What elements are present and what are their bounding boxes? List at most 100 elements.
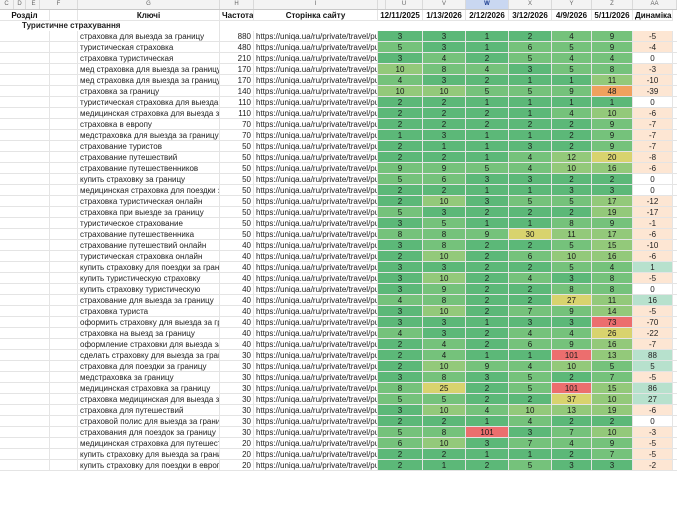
cell-dynamics[interactable]: -7 [633, 130, 673, 141]
cell-rank-3[interactable]: 3 [466, 196, 509, 207]
cell-dynamics[interactable]: -6 [633, 108, 673, 119]
cell-rank-5[interactable]: 9 [552, 86, 592, 97]
cell-rank-2[interactable]: 9 [423, 163, 466, 174]
column-letter-g[interactable]: G [78, 0, 220, 9]
cell-url[interactable]: https://uniqa.ua/ru/private/travel/pu [254, 42, 378, 53]
cell-rank-3[interactable]: 1 [466, 130, 509, 141]
cell-url[interactable]: https://uniqa.ua/ru/private/travel/pu [254, 53, 378, 64]
cell-link[interactable] [673, 295, 677, 306]
cell-keyword[interactable]: страховка для поездки за границу [78, 361, 220, 372]
cell-section[interactable] [0, 240, 50, 251]
cell-rank-2[interactable]: 10 [423, 251, 466, 262]
cell-section[interactable] [0, 86, 50, 97]
cell-rank-5[interactable]: 3 [552, 460, 592, 471]
cell-rank-6[interactable]: 15 [592, 383, 633, 394]
cell-url[interactable]: https://uniqa.ua/ru/private/travel/pu [254, 174, 378, 185]
cell-rank-4[interactable]: 5 [509, 53, 552, 64]
cell-rank-3[interactable]: 1 [466, 141, 509, 152]
cell-keyword[interactable]: страховой полис для выезда за грани [78, 416, 220, 427]
cell-rank-1[interactable]: 4 [378, 295, 423, 306]
cell-rank-1[interactable]: 5 [378, 427, 423, 438]
cell-rank-5[interactable]: 5 [552, 240, 592, 251]
cell-rank-6[interactable]: 9 [592, 42, 633, 53]
cell-rank-4[interactable]: 1 [509, 350, 552, 361]
cell-dynamics[interactable]: 0 [633, 284, 673, 295]
cell-rank-2[interactable]: 3 [423, 31, 466, 42]
column-letter-gap[interactable] [378, 0, 386, 9]
cell-empty[interactable] [50, 196, 78, 207]
cell-section[interactable] [0, 218, 50, 229]
cell-rank-2[interactable]: 3 [423, 75, 466, 86]
cell-keyword[interactable]: медстраховка для выезда за границу [78, 130, 220, 141]
cell-rank-4[interactable]: 4 [509, 163, 552, 174]
cell-dynamics[interactable]: -7 [633, 141, 673, 152]
cell-link[interactable] [673, 350, 677, 361]
cell-rank-5[interactable]: 2 [552, 372, 592, 383]
cell-empty[interactable] [50, 31, 78, 42]
cell-link[interactable] [673, 75, 677, 86]
cell-rank-6[interactable]: 7 [592, 372, 633, 383]
cell-rank-5[interactable]: 9 [552, 339, 592, 350]
cell-rank-6[interactable]: 14 [592, 306, 633, 317]
cell-rank-3[interactable]: 2 [466, 328, 509, 339]
cell-rank-1[interactable]: 3 [378, 273, 423, 284]
cell-rank-3[interactable]: 1 [466, 350, 509, 361]
cell-rank-3[interactable]: 1 [466, 317, 509, 328]
cell-frequency[interactable]: 40 [220, 306, 254, 317]
cell-empty[interactable] [50, 240, 78, 251]
cell-rank-5[interactable]: 2 [552, 416, 592, 427]
cell-keyword[interactable]: купить страховку для выезда за грани [78, 449, 220, 460]
header-frequency[interactable]: Частота [220, 10, 254, 21]
cell-rank-2[interactable]: 3 [423, 328, 466, 339]
cell-rank-3[interactable]: 2 [466, 108, 509, 119]
cell-frequency[interactable]: 40 [220, 284, 254, 295]
cell-link[interactable] [673, 460, 677, 471]
cell-rank-5[interactable]: 37 [552, 394, 592, 405]
cell-rank-3[interactable]: 2 [466, 262, 509, 273]
header-date-4[interactable]: 3/12/2026 [509, 10, 552, 21]
cell-rank-6[interactable]: 19 [592, 207, 633, 218]
header-date-2[interactable]: 1/13/2026 [423, 10, 466, 21]
cell-dynamics[interactable]: 0 [633, 416, 673, 427]
cell-rank-5[interactable]: 1 [552, 97, 592, 108]
cell-rank-4[interactable]: 2 [509, 394, 552, 405]
cell-url[interactable]: https://uniqa.ua/ru/private/travel/pu [254, 64, 378, 75]
cell-rank-5[interactable]: 10 [552, 163, 592, 174]
cell-empty[interactable] [50, 108, 78, 119]
cell-rank-6[interactable]: 4 [592, 53, 633, 64]
column-letter-y[interactable]: Y [552, 0, 592, 9]
cell-section[interactable] [0, 405, 50, 416]
column-letter-w[interactable]: W [466, 0, 509, 9]
cell-rank-3[interactable]: 2 [466, 339, 509, 350]
cell-rank-5[interactable]: 2 [552, 141, 592, 152]
cell-url[interactable]: https://uniqa.ua/ru/private/travel/pu [254, 295, 378, 306]
cell-rank-5[interactable]: 4 [552, 328, 592, 339]
cell-rank-3[interactable]: 2 [466, 251, 509, 262]
cell-frequency[interactable]: 50 [220, 229, 254, 240]
cell-rank-2[interactable]: 1 [423, 141, 466, 152]
cell-rank-6[interactable]: 9 [592, 141, 633, 152]
cell-rank-2[interactable]: 5 [423, 218, 466, 229]
cell-rank-2[interactable]: 8 [423, 64, 466, 75]
cell-link[interactable] [673, 427, 677, 438]
cell-rank-2[interactable]: 3 [423, 42, 466, 53]
cell-empty[interactable] [50, 350, 78, 361]
cell-section[interactable] [0, 64, 50, 75]
cell-url[interactable]: https://uniqa.ua/ru/private/travel/pu [254, 130, 378, 141]
cell-keyword[interactable]: туристическая страховка [78, 42, 220, 53]
cell-rank-4[interactable]: 3 [509, 174, 552, 185]
cell-rank-3[interactable]: 1 [466, 218, 509, 229]
cell-link[interactable] [673, 42, 677, 53]
cell-rank-3[interactable]: 3 [466, 372, 509, 383]
cell-keyword[interactable]: страховка для выезда за границу [78, 31, 220, 42]
cell-dynamics[interactable]: -70 [633, 317, 673, 328]
cell-dynamics[interactable]: -6 [633, 229, 673, 240]
cell-section[interactable] [0, 130, 50, 141]
cell-rank-1[interactable]: 2 [378, 449, 423, 460]
cell-link[interactable] [673, 273, 677, 284]
cell-frequency[interactable]: 40 [220, 317, 254, 328]
cell-rank-2[interactable]: 2 [423, 152, 466, 163]
cell-rank-3[interactable]: 2 [466, 284, 509, 295]
cell-rank-1[interactable]: 6 [378, 438, 423, 449]
cell-rank-2[interactable]: 10 [423, 86, 466, 97]
